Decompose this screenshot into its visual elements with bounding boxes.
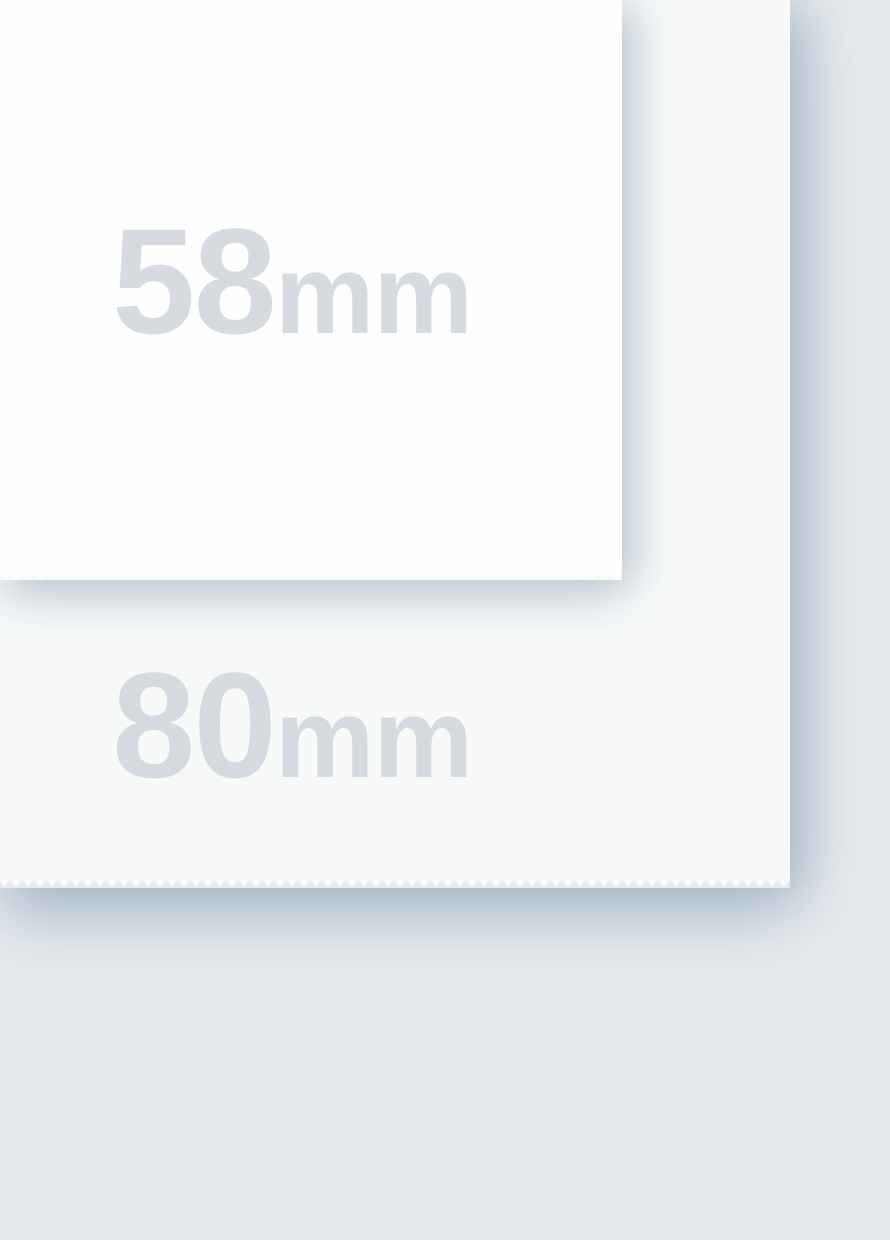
paper-58mm-label: 58mm [112,206,473,357]
paper-58mm [0,0,622,580]
paper-58mm-number: 58 [112,197,277,365]
paper-80mm-number: 80 [112,641,277,809]
paper-58mm-unit: mm [274,232,473,357]
paper-80mm-unit: mm [274,676,473,801]
paper-80mm-label: 80mm [112,650,473,801]
